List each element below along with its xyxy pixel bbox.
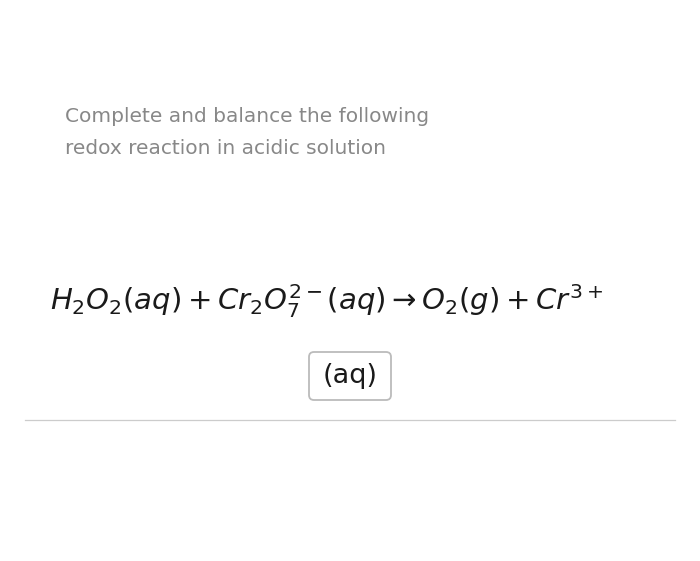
Text: ‹: ‹ xyxy=(25,11,38,40)
FancyBboxPatch shape xyxy=(309,352,391,400)
Text: (aq): (aq) xyxy=(323,363,377,389)
Text: Question 17 of 19: Question 17 of 19 xyxy=(267,16,433,35)
Text: Submit: Submit xyxy=(601,16,666,35)
Text: redox reaction in acidic solution: redox reaction in acidic solution xyxy=(65,139,386,158)
Text: Complete and balance the following: Complete and balance the following xyxy=(65,107,429,126)
Text: $H_2O_2(aq) + Cr_2O_7^{2-}(aq) \rightarrow O_2(g) + Cr^{3+}$: $H_2O_2(aq) + Cr_2O_7^{2-}(aq) \rightarr… xyxy=(50,282,603,320)
